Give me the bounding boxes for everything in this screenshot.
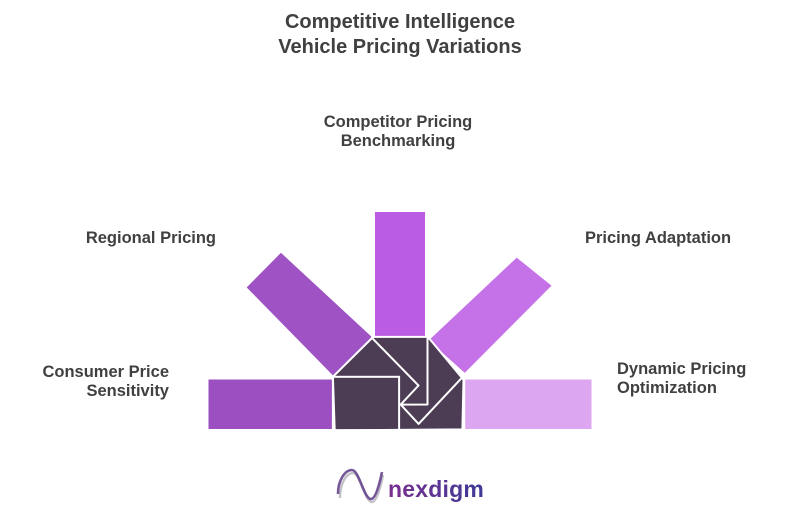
svg-text:nexdigm: nexdigm (388, 476, 484, 502)
